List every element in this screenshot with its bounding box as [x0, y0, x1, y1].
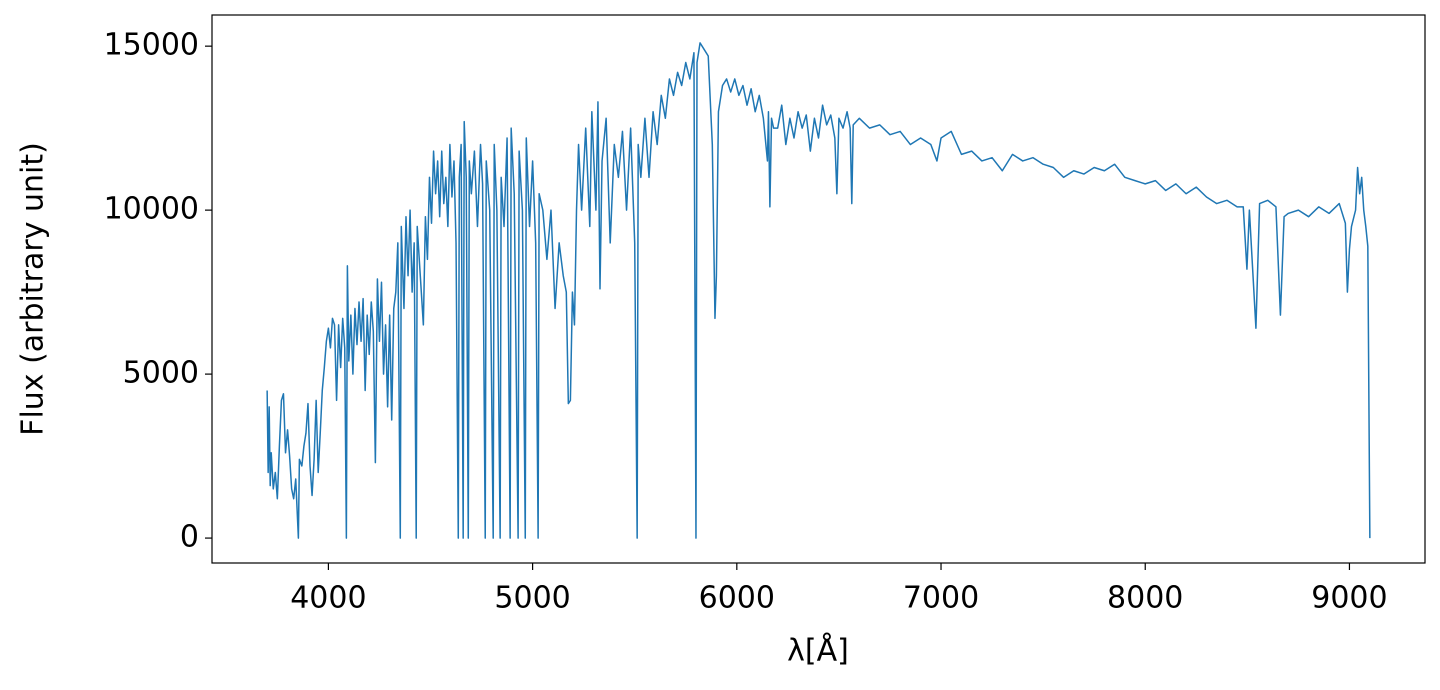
- y-tick-label: 10000: [104, 192, 199, 227]
- x-tick-label: 7000: [903, 581, 979, 616]
- x-tick-label: 6000: [699, 581, 775, 616]
- x-tick-label: 4000: [290, 581, 366, 616]
- y-tick-label: 5000: [123, 356, 199, 391]
- x-tick-label: 8000: [1107, 581, 1183, 616]
- spectrum-line: [266, 42, 1371, 539]
- y-axis-label: Flux (arbitrary unit): [16, 142, 51, 436]
- y-tick-label: 0: [180, 520, 199, 555]
- y-tick-label: 15000: [104, 28, 199, 63]
- plot-frame: [211, 14, 1426, 564]
- x-tick-label: 5000: [494, 581, 570, 616]
- x-tick-label: 9000: [1311, 581, 1387, 616]
- x-axis-label: λ[Å]: [787, 633, 849, 669]
